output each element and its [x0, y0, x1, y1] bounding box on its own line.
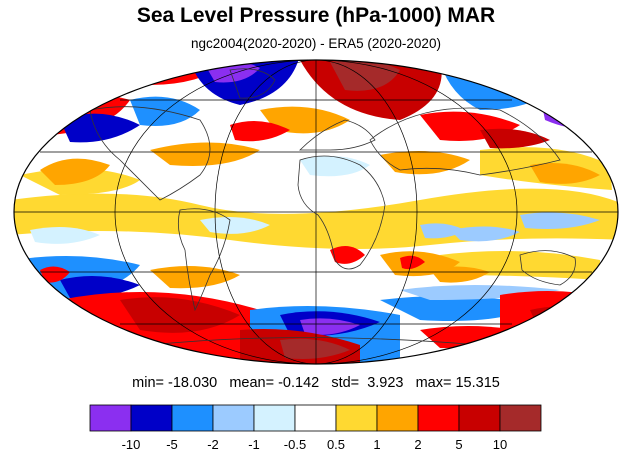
colorbar-swatch	[294, 404, 337, 432]
colorbar-label: -5	[166, 437, 178, 452]
coastlines	[89, 68, 576, 346]
colorbar-label: 2	[414, 437, 421, 452]
colorbar-swatch	[171, 404, 214, 432]
colorbar-swatch	[376, 404, 419, 432]
max-label: max=	[415, 375, 452, 391]
map-title: Sea Level Pressure (hPa-1000) MAR	[136, 4, 496, 27]
colorbar-label: 10	[493, 437, 507, 452]
mean-value: -0.142	[278, 375, 320, 391]
min-value: -18.030	[168, 375, 218, 391]
max-value: 15.315	[455, 375, 500, 391]
statistics-line: min= -18.030 mean= -0.142 std= 3.923 max…	[0, 375, 632, 391]
colorbar-label: -2	[207, 437, 219, 452]
std-label: std=	[331, 375, 360, 391]
mean-label: mean=	[229, 375, 275, 391]
world-map	[13, 59, 619, 365]
map-subtitle: ngc2004(2020-2020) - ERA5 (2020-2020)	[191, 36, 441, 51]
colorbar-swatch	[130, 404, 173, 432]
colorbar-label: -0.5	[284, 437, 306, 452]
colorbar-swatch	[212, 404, 255, 432]
colorbar-swatch	[499, 404, 542, 432]
colorbar-swatch	[335, 404, 378, 432]
colorbar-label: 1	[373, 437, 380, 452]
map-border	[13, 59, 619, 365]
colorbar-swatch	[458, 404, 501, 432]
colorbar-swatch	[253, 404, 296, 432]
colorbar-label: -1	[248, 437, 260, 452]
std-value: 3.923	[367, 375, 404, 391]
colorbar-label: 5	[455, 437, 462, 452]
min-label: min=	[132, 375, 164, 391]
colorbar-swatch	[417, 404, 460, 432]
colorbar-swatch	[89, 404, 132, 432]
colorbar-label: -10	[122, 437, 141, 452]
colorbar-label: 0.5	[327, 437, 345, 452]
